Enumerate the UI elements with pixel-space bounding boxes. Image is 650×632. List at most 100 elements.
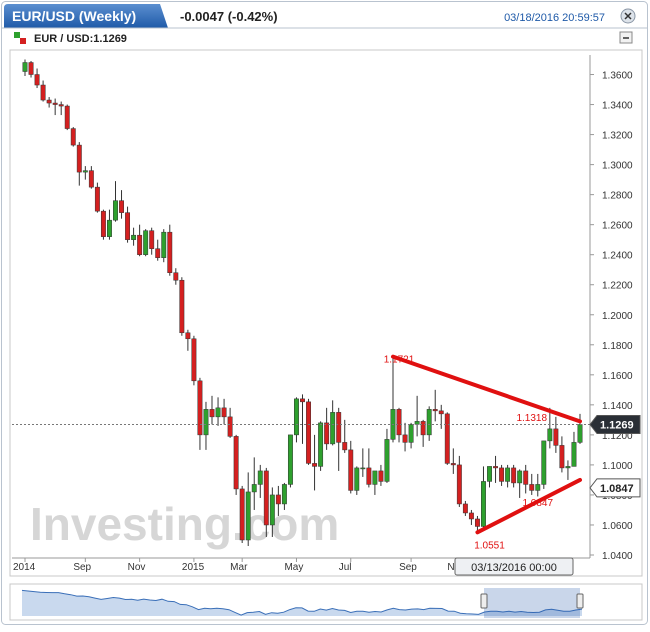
candle-body xyxy=(487,466,492,482)
y-tick-label: 1.2000 xyxy=(602,311,633,322)
candle-body xyxy=(402,434,408,443)
navigator-selection xyxy=(484,588,580,618)
candle-body xyxy=(547,428,553,442)
candle-body xyxy=(414,421,420,425)
y-tick-label: 1.1600 xyxy=(602,371,633,382)
candle-body xyxy=(336,412,342,443)
candle-body xyxy=(517,470,523,484)
title: EUR/USD (Weekly) xyxy=(12,8,136,24)
candle-body xyxy=(125,212,131,240)
candle-body xyxy=(88,170,94,188)
candle-body xyxy=(179,279,185,334)
candle-body xyxy=(275,494,281,505)
x-tick-label: Nov xyxy=(128,562,146,573)
candle-body xyxy=(269,494,275,526)
y-tick-label: 1.1400 xyxy=(602,401,633,412)
annotation: 1.0847 xyxy=(522,498,553,509)
x-tick-label: Mar xyxy=(230,562,248,573)
timestamp: 03/18/2016 20:59:57 xyxy=(504,12,605,24)
x-tick-label: Sep xyxy=(399,562,417,573)
price-label: 1.1269 xyxy=(600,420,634,432)
crosshair-label: 03/13/2016 00:00 xyxy=(471,562,557,574)
candle-body xyxy=(372,470,378,485)
candle-body xyxy=(450,463,456,466)
candle-body xyxy=(245,491,251,541)
candle-body xyxy=(185,332,191,340)
legend-icon-up xyxy=(14,32,20,38)
close-icon xyxy=(624,12,632,20)
legend: EUR / USD:1.1269 xyxy=(34,33,127,45)
trendline xyxy=(390,354,582,424)
candle-body xyxy=(456,464,462,505)
candle-body xyxy=(432,409,438,412)
trendline xyxy=(475,477,582,535)
candle-body xyxy=(22,62,28,72)
candle-body xyxy=(161,231,167,258)
annotation: 1.1721 xyxy=(384,355,415,366)
candle-body xyxy=(119,200,124,213)
candle-body xyxy=(318,422,324,467)
candle-body xyxy=(197,380,203,436)
candle-body xyxy=(342,442,348,451)
x-tick-label: Jul xyxy=(339,562,352,573)
annotation: 1.1318 xyxy=(516,413,547,424)
candle-body xyxy=(113,200,118,221)
candle-body xyxy=(474,518,480,527)
navigator-handle[interactable] xyxy=(480,593,488,609)
navigator-handle[interactable] xyxy=(576,593,584,609)
candle-body xyxy=(468,512,474,520)
candle-body xyxy=(378,470,384,482)
navigator-line xyxy=(21,589,583,616)
candle-body xyxy=(481,481,486,527)
price-label: 1.0847 xyxy=(600,483,634,495)
y-tick-label: 1.3000 xyxy=(602,161,633,172)
price-label-box xyxy=(589,478,641,498)
x-tick-label: May xyxy=(284,562,303,573)
y-tick-label: 1.0600 xyxy=(602,521,633,532)
y-tick-label: 1.3200 xyxy=(602,131,633,142)
candle-body xyxy=(384,439,390,482)
candle-body xyxy=(360,467,366,470)
candle-body xyxy=(366,467,372,485)
candle-body xyxy=(131,234,137,240)
candle-body xyxy=(173,272,179,281)
candle-body xyxy=(306,401,311,464)
candle-body xyxy=(251,484,257,493)
candle-body xyxy=(58,104,64,107)
candle-body xyxy=(167,231,173,273)
x-tick-label: 2015 xyxy=(182,562,205,573)
candle-body xyxy=(420,421,426,436)
candle-body xyxy=(523,470,529,485)
candle-body xyxy=(64,105,70,129)
candle-body xyxy=(287,434,293,485)
candle-body xyxy=(191,338,197,382)
candle-body xyxy=(511,467,517,484)
chart-frame xyxy=(9,49,643,577)
candle-body xyxy=(553,428,559,446)
candle-body xyxy=(257,470,263,485)
candle-body xyxy=(408,424,414,443)
candle-body xyxy=(300,398,305,403)
legend-icon-down xyxy=(20,38,26,44)
y-tick-label: 1.2200 xyxy=(602,281,633,292)
candle-body xyxy=(209,409,215,418)
y-tick-label: 1.2400 xyxy=(602,251,633,262)
candle-body xyxy=(499,467,505,482)
y-tick-label: 1.3400 xyxy=(602,101,633,112)
x-tick-label: 2014 xyxy=(13,562,36,573)
y-tick-label: 1.2800 xyxy=(602,191,633,202)
candle-body xyxy=(215,407,221,418)
candle-body xyxy=(143,230,149,255)
candle-body xyxy=(565,466,571,469)
candle-body xyxy=(34,74,40,86)
candle-body xyxy=(94,186,100,212)
candle-body xyxy=(227,416,233,437)
candle-body xyxy=(505,467,511,482)
change: -0.0047 (-0.42%) xyxy=(180,9,278,24)
candle-body xyxy=(100,210,106,237)
x-tick-label: N xyxy=(447,562,454,573)
y-tick-label: 1.1800 xyxy=(602,341,633,352)
candle-body xyxy=(571,442,577,467)
